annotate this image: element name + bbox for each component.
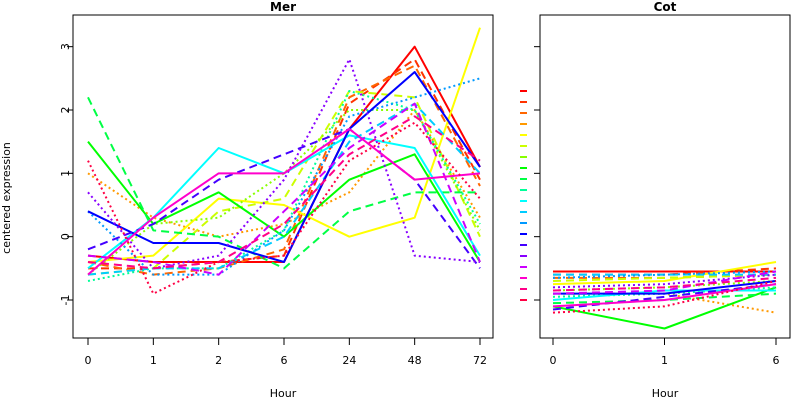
mer-x-tick-label: 48 bbox=[408, 354, 422, 367]
mer-series-line bbox=[87, 121, 481, 295]
mer-series-line bbox=[87, 102, 481, 276]
mer-xlabel: Hour bbox=[270, 387, 297, 400]
cot-xlabel: Hour bbox=[652, 387, 679, 400]
mer-y-tick-label: 0 bbox=[59, 233, 72, 240]
cot-series-line bbox=[553, 280, 777, 295]
mer-ylabel: centered expression bbox=[0, 142, 13, 254]
mer-series-line bbox=[87, 109, 481, 238]
cot-series-line bbox=[552, 292, 777, 305]
mer-title: Mer bbox=[270, 0, 296, 14]
cot-series-line bbox=[552, 286, 777, 330]
mer-y-tick-label: 1 bbox=[59, 170, 72, 177]
mer-plot-frame bbox=[72, 14, 494, 339]
cot-series-line bbox=[552, 270, 777, 279]
cot-series-line bbox=[552, 270, 777, 295]
mer-x-tick-label: 24 bbox=[342, 354, 356, 367]
series-color-key bbox=[520, 90, 527, 301]
mer-series-line bbox=[87, 96, 480, 270]
mer-series-line bbox=[87, 64, 481, 276]
mer-series-line bbox=[87, 128, 481, 276]
cot-series-line bbox=[552, 280, 777, 314]
panel-mer: Mer Hour centered expression -1 0 1 2 3 0 1 2 6… bbox=[0, 0, 494, 400]
mer-x-tick-label: 72 bbox=[473, 354, 487, 367]
mer-y-tick-label: 2 bbox=[59, 107, 72, 114]
cot-series-line bbox=[552, 276, 777, 292]
mer-x-axis: 0 1 2 6 24 48 72 bbox=[85, 338, 487, 367]
cot-x-axis: 0 1 6 bbox=[550, 338, 780, 367]
mer-x-tick-label: 1 bbox=[150, 354, 157, 367]
mer-x-tick-label: 6 bbox=[281, 354, 288, 367]
mer-y-tick-label: 3 bbox=[59, 43, 72, 50]
cot-series-line bbox=[552, 283, 777, 311]
panel-cot: Cot Hour 0 1 6 bbox=[534, 0, 791, 400]
mer-series-line bbox=[87, 71, 481, 263]
cot-x-tick-label: 6 bbox=[773, 354, 780, 367]
cot-y-axis bbox=[534, 46, 540, 301]
cot-series-line bbox=[552, 283, 777, 308]
mer-x-tick-label: 2 bbox=[215, 354, 222, 367]
mer-series-line bbox=[87, 27, 481, 263]
mer-y-tick-label: -1 bbox=[59, 295, 72, 306]
mer-x-tick-label: 0 bbox=[85, 354, 92, 367]
cot-series-line bbox=[552, 261, 777, 286]
cot-x-tick-label: 1 bbox=[661, 354, 668, 367]
mer-series-line bbox=[87, 115, 481, 270]
cot-x-tick-label: 0 bbox=[550, 354, 557, 367]
cot-series-line bbox=[552, 273, 777, 282]
mer-series-line bbox=[87, 77, 481, 276]
mer-y-axis: -1 0 1 2 3 bbox=[59, 43, 73, 305]
cot-series-group bbox=[552, 261, 777, 330]
mer-series-group bbox=[87, 27, 481, 295]
cot-title: Cot bbox=[654, 0, 677, 14]
